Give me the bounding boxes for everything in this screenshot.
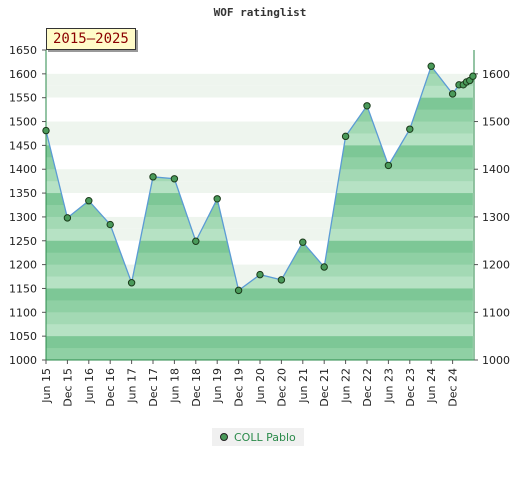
x-tick-label: Jun 21 — [297, 368, 310, 404]
data-point — [170, 175, 179, 183]
y-tick-label-right: 1500 — [482, 116, 510, 129]
background-band — [46, 240, 474, 253]
background-band — [46, 216, 474, 229]
x-tick-label: Dec 22 — [361, 368, 374, 407]
legend: COLL Pablo — [212, 428, 304, 446]
data-point — [149, 173, 157, 181]
background-band — [46, 73, 474, 86]
y-tick-label-left: 1550 — [9, 92, 37, 105]
x-tick-label: Jun 18 — [168, 368, 181, 404]
background-band — [46, 205, 474, 217]
data-point — [106, 220, 114, 229]
y-tick-label-right: 1000 — [482, 354, 510, 367]
background-band — [46, 169, 474, 182]
data-point — [256, 270, 264, 279]
period-badge: 2015—2025 — [46, 28, 136, 50]
data-point — [42, 126, 50, 135]
data-point — [469, 72, 477, 80]
legend-label: COLL Pablo — [234, 430, 296, 444]
y-tick-label-left: 1050 — [9, 330, 37, 343]
x-tick-label: Jun 19 — [211, 368, 224, 404]
background-band — [46, 193, 474, 205]
y-tick-label-left: 1600 — [9, 68, 37, 81]
data-point — [63, 214, 72, 222]
area-band — [46, 288, 473, 301]
y-tick-label-right: 1300 — [482, 211, 510, 224]
background-band — [46, 264, 474, 277]
background-band — [46, 50, 474, 62]
y-tick-label-left: 1100 — [9, 306, 37, 319]
data-point — [427, 62, 435, 70]
data-point — [363, 102, 371, 110]
data-point — [299, 238, 307, 246]
data-point — [127, 279, 136, 287]
background-band — [46, 133, 474, 146]
x-tick-label: Dec 19 — [233, 368, 246, 407]
x-tick-label: Dec 21 — [318, 368, 331, 407]
x-tick-label: Jun 23 — [382, 368, 395, 404]
x-tick-label: Dec 15 — [61, 368, 74, 407]
x-tick-label: Jun 20 — [254, 368, 267, 404]
background-band — [46, 145, 474, 158]
y-tick-label-left: 1400 — [9, 163, 37, 176]
x-tick-label: Dec 18 — [190, 368, 203, 407]
area-band — [46, 276, 473, 289]
data-point — [213, 195, 221, 203]
background-band — [46, 252, 474, 265]
y-tick-label-left: 1300 — [9, 211, 37, 224]
data-point — [192, 237, 200, 245]
data-point — [85, 197, 93, 205]
y-tick-label-right: 1200 — [482, 259, 510, 272]
x-tick-label: Dec 16 — [104, 368, 117, 407]
x-tick-label: Jun 17 — [126, 368, 139, 404]
data-point — [448, 90, 457, 98]
data-point — [406, 125, 414, 133]
chart-title: WOF ratinglist — [213, 6, 307, 19]
area-band — [46, 336, 473, 349]
y-tick-label-right: 1600 — [482, 68, 510, 81]
x-tick-label: Dec 17 — [147, 368, 160, 407]
y-tick-label-right: 1400 — [482, 163, 510, 176]
y-tick-label-left: 1000 — [9, 354, 37, 367]
x-tick-label: Jun 16 — [83, 368, 96, 404]
y-tick-label-left: 1650 — [9, 44, 37, 57]
y-tick-label-left: 1350 — [9, 187, 37, 200]
x-tick-label: Jun 15 — [40, 368, 53, 404]
x-tick-label: Dec 23 — [404, 368, 417, 407]
y-tick-label-left: 1250 — [9, 235, 37, 248]
y-tick-label-right: 1100 — [482, 306, 510, 319]
y-tick-label-left: 1200 — [9, 259, 37, 272]
x-tick-label: Dec 20 — [275, 368, 288, 407]
area-band — [46, 324, 473, 337]
x-tick-label: Jun 24 — [425, 368, 438, 404]
x-tick-label: Dec 24 — [447, 368, 460, 407]
y-tick-label-left: 1450 — [9, 139, 37, 152]
y-tick-label-left: 1150 — [9, 282, 37, 295]
background-band — [46, 157, 474, 170]
data-point — [384, 161, 393, 170]
y-tick-label-left: 1500 — [9, 116, 37, 129]
background-band — [46, 228, 474, 241]
background-band — [46, 85, 474, 98]
background-band — [46, 181, 474, 194]
background-band — [46, 61, 474, 74]
area-band — [46, 300, 473, 313]
background-band — [46, 97, 474, 110]
data-point — [320, 263, 328, 271]
background-band — [46, 121, 474, 134]
data-point — [277, 276, 286, 284]
background-band — [46, 109, 474, 122]
area-band — [46, 312, 473, 325]
data-point — [341, 132, 350, 141]
legend-marker-icon — [220, 433, 228, 441]
data-point — [234, 286, 243, 295]
area-band — [46, 348, 473, 360]
x-tick-label: Jun 22 — [340, 368, 353, 404]
